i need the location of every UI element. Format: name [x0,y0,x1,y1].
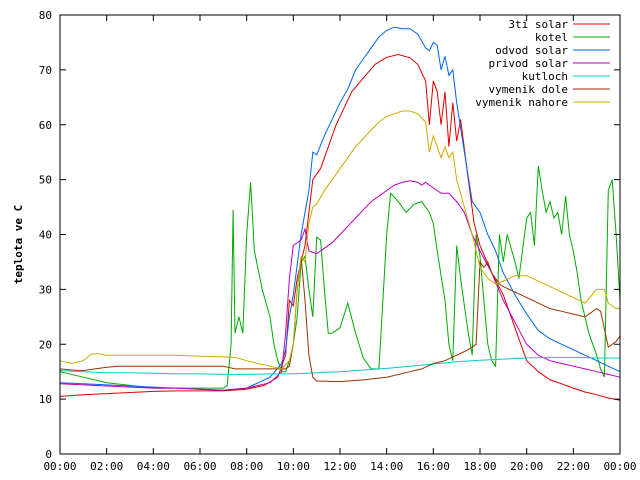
x-tick-label: 16:00 [417,460,450,473]
y-tick-label: 60 [39,119,52,132]
legend-label-vymenik-nahore: vymenik nahore [475,96,568,109]
y-axis-ticks: 0 10 20 30 40 50 60 70 80 [39,9,620,461]
series-line-privod-solar [59,180,621,391]
x-tick-label: 02:00 [90,460,123,473]
x-tick-label: 12:00 [323,460,356,473]
x-tick-label: 08:00 [230,460,263,473]
x-axis-ticks: 00:00 02:00 04:00 06:00 08:00 10:00 12:00 14:00… [43,15,637,473]
x-tick-label: 10:00 [277,460,310,473]
x-tick-label: 06:00 [183,460,216,473]
x-tick-label: 00:00 [43,460,76,473]
x-tick-label: 20:00 [510,460,543,473]
legend-label-odvod-solar: odvod solar [495,44,568,57]
y-tick-label: 30 [39,283,52,296]
legend-label-privod-solar: privod solar [489,57,569,70]
series-line-kotel [59,165,621,389]
series-group [59,26,621,401]
legend-label-3ti-solar: 3ti solar [508,18,568,31]
x-tick-label: 00:00 [603,460,636,473]
x-tick-label: 14:00 [370,460,403,473]
series-line-3ti-solar [59,53,621,401]
y-tick-label: 80 [39,9,52,22]
legend-label-kutloch: kutloch [522,70,568,83]
legend-label-kotel: kotel [535,31,568,44]
series-line-vymenik-nahore [59,110,620,370]
x-tick-label: 18:00 [463,460,496,473]
y-tick-label: 20 [39,338,52,351]
series-line-kutloch [59,356,620,375]
y-tick-label: 70 [39,64,52,77]
y-axis-label: teplota ve C [12,205,25,284]
x-tick-label: 04:00 [137,460,170,473]
y-tick-label: 0 [45,448,52,461]
y-tick-label: 10 [39,393,52,406]
y-tick-label: 40 [39,229,52,242]
y-tick-label: 50 [39,174,52,187]
legend-label-vymenik-dole: vymenik dole [489,83,568,96]
series-line-vymenik-dole [59,256,621,383]
x-tick-label: 22:00 [557,460,590,473]
